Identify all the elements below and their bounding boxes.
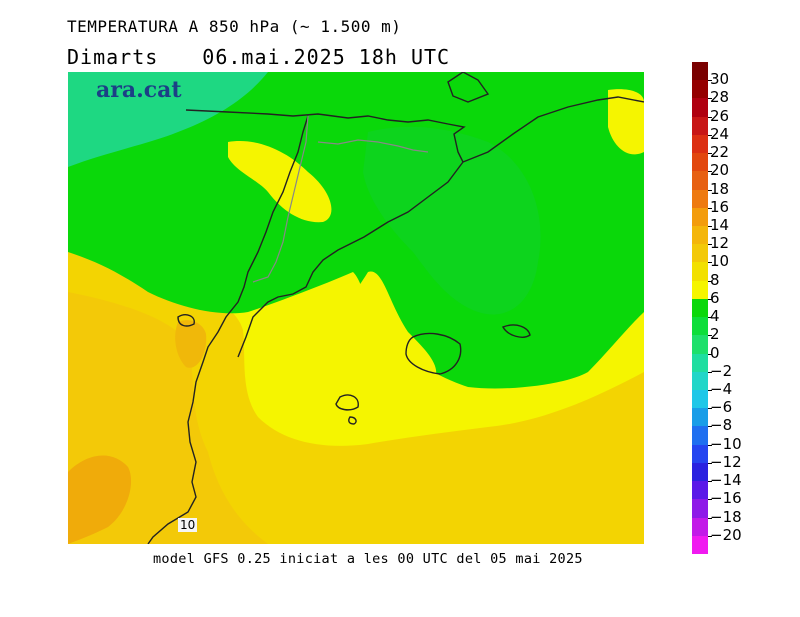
map-band-2to4 xyxy=(363,126,541,315)
colorbar-cell xyxy=(692,517,708,537)
colorbar-tick xyxy=(708,371,712,373)
colorbar-tick xyxy=(708,535,712,537)
colorbar-cell xyxy=(692,499,708,519)
colorbar-tick xyxy=(708,153,712,155)
colorbar-tick xyxy=(708,335,712,337)
colorbar-cell xyxy=(692,353,708,373)
colorbar-tick xyxy=(708,280,712,282)
map-patch-14b xyxy=(175,320,207,368)
map-borders xyxy=(252,115,429,283)
colorbar-label: −2 xyxy=(710,361,733,380)
colorbar-label: −16 xyxy=(710,489,742,508)
colorbar-tick xyxy=(708,390,712,391)
colorbar-label: 12 xyxy=(710,234,730,253)
colorbar-label: −4 xyxy=(710,380,733,398)
colorbar-label: −6 xyxy=(710,398,733,417)
colorbar-cell xyxy=(692,189,708,209)
colorbar-label: 18 xyxy=(710,179,730,198)
map-coastlines xyxy=(147,72,644,544)
colorbar-tick xyxy=(708,426,712,428)
colorbar-cell xyxy=(692,535,708,555)
colorbar-cell xyxy=(692,116,708,136)
model-info: model GFS 0.25 iniciat a les 00 UTC del … xyxy=(153,551,583,567)
temperature-map xyxy=(68,72,644,544)
map-yellow-pocket-ne xyxy=(608,89,644,155)
colorbar-tick xyxy=(708,317,712,319)
colorbar-label: 16 xyxy=(710,197,730,216)
colorbar-label: 4 xyxy=(710,307,720,326)
temperature-colorbar: 30 28 26 24 22 20 18 16 14 12 10 8 6 4 2 0 −2 −4 −6 −8 −10 −1… xyxy=(692,62,742,555)
colorbar-cell xyxy=(692,98,708,118)
colorbar-tick xyxy=(708,171,712,173)
colorbar-label: −20 xyxy=(710,525,742,544)
colorbar-label: 22 xyxy=(710,143,730,162)
colorbar-label: 26 xyxy=(710,106,730,125)
colorbar-cell xyxy=(692,335,708,355)
colorbar-tick xyxy=(708,262,712,264)
colorbar-cell xyxy=(692,226,708,245)
colorbar-label: 14 xyxy=(710,216,730,234)
colorbar-cell xyxy=(692,80,708,99)
colorbar-tick xyxy=(708,481,712,483)
colorbar-label: −14 xyxy=(710,471,742,490)
colorbar-cell xyxy=(692,171,708,191)
colorbar-tick xyxy=(708,226,712,227)
colorbar-cell xyxy=(692,444,708,464)
map-band-0to2 xyxy=(68,72,268,167)
colorbar-cell xyxy=(692,481,708,500)
colorbar-cell xyxy=(692,371,708,391)
map-patch-14 xyxy=(68,455,132,544)
colorbar-cell xyxy=(692,317,708,336)
colorbar-label: −18 xyxy=(710,507,742,526)
colorbar-tick xyxy=(708,189,712,191)
colorbar-cell xyxy=(692,207,708,227)
map-yellow-pocket-center xyxy=(332,271,437,388)
colorbar-cell xyxy=(692,153,708,172)
colorbar-label: 24 xyxy=(710,124,730,143)
colorbar-tick xyxy=(708,134,712,136)
colorbar-tick xyxy=(708,116,712,118)
map-yellow-pocket-north xyxy=(228,141,332,223)
colorbar-tick xyxy=(708,462,712,464)
colorbar-tick xyxy=(708,98,712,100)
colorbar-tick xyxy=(708,244,712,246)
colorbar-tick xyxy=(708,517,712,519)
colorbar-cell xyxy=(692,426,708,446)
colorbar-cell xyxy=(692,462,708,482)
chart-title: TEMPERATURA A 850 hPa (~ 1.500 m) xyxy=(67,17,402,36)
colorbar-tick xyxy=(708,444,712,446)
colorbar-cell xyxy=(692,62,708,81)
colorbar-cell xyxy=(692,390,708,409)
colorbar-tick xyxy=(708,408,712,410)
colorbar-label: −10 xyxy=(710,434,742,453)
colorbar-label: 20 xyxy=(710,161,730,180)
colorbar-label: 28 xyxy=(710,88,730,107)
colorbar-tick xyxy=(708,499,712,501)
colorbar-label: 8 xyxy=(710,270,720,289)
colorbar-cell xyxy=(692,262,708,282)
colorbar-cell xyxy=(692,244,708,263)
colorbar-cell xyxy=(692,408,708,427)
contour-label: 10 xyxy=(178,518,198,532)
colorbar-label: 2 xyxy=(710,325,720,344)
colorbar-label: 6 xyxy=(710,288,720,307)
colorbar-tick xyxy=(708,80,712,82)
colorbar-cell xyxy=(692,298,708,318)
colorbar-tick xyxy=(708,207,712,209)
colorbar-label: −8 xyxy=(710,416,733,435)
colorbar-cell xyxy=(692,280,708,300)
colorbar-label: 0 xyxy=(710,343,720,362)
forecast-day: Dimarts xyxy=(67,45,159,69)
colorbar-cell xyxy=(692,134,708,154)
ara-cat-logo: ara.cat xyxy=(96,77,182,103)
forecast-datetime: 06.mai.2025 18h UTC xyxy=(202,45,451,69)
colorbar-label: −12 xyxy=(710,452,742,471)
colorbar-tick xyxy=(708,353,712,355)
colorbar-label: 10 xyxy=(710,252,730,271)
colorbar-label: 30 xyxy=(710,70,730,89)
forecast-time: Dimarts 06.mai.2025 18h UTC xyxy=(67,45,450,69)
colorbar-tick xyxy=(708,298,712,300)
